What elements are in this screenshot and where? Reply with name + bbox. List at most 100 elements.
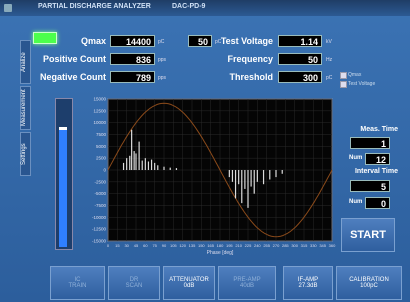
readout-unit: pps: [158, 57, 166, 63]
x-tick-label: 105: [170, 243, 177, 248]
num-label: Num: [349, 199, 362, 205]
side-tab[interactable]: Settings: [20, 132, 31, 176]
checkbox[interactable]: [340, 81, 347, 88]
x-tick-label: 60: [143, 243, 148, 248]
pd-pulse: [123, 163, 124, 170]
x-tick-label: 285: [282, 243, 289, 248]
pd-pulse: [151, 160, 152, 170]
button-sub: 40dB: [219, 283, 275, 289]
y-tick-label: -5000: [94, 191, 106, 196]
readout-label: Frequency: [227, 54, 273, 64]
x-tick-label: 180: [217, 243, 224, 248]
y-tick-label: 15000: [93, 97, 106, 102]
pd-pulse: [129, 156, 130, 170]
x-tick-label: 165: [207, 243, 214, 248]
window-title: PARTIAL DISCHARGE ANALYZER: [38, 3, 151, 10]
num-label: Num: [349, 155, 362, 161]
button-sub: 100pC: [337, 283, 401, 289]
start-button[interactable]: START: [341, 218, 395, 252]
gauge-marker: [59, 127, 67, 130]
button-sub: TRAIN: [51, 283, 104, 289]
pd-pulse: [148, 161, 149, 170]
readout-unit: Hz: [326, 57, 332, 63]
pd-pulse: [131, 130, 132, 170]
readout-label: Positive Count: [43, 54, 106, 64]
x-tick-label: 135: [189, 243, 196, 248]
x-tick-label: 15: [115, 243, 120, 248]
pd-pulse: [142, 161, 143, 170]
x-tick-label: 90: [162, 243, 167, 248]
x-tick-label: 330: [310, 243, 317, 248]
x-tick-label: 0: [107, 243, 110, 248]
readout-label: Qmax: [81, 36, 106, 46]
pd-pulse: [135, 153, 136, 170]
readout-unit: kV: [326, 39, 332, 45]
readout-label: Negative Count: [40, 72, 106, 82]
readout-value: 836: [110, 53, 155, 65]
y-tick-label: 0: [103, 168, 106, 173]
y-tick-label: 5000: [96, 144, 107, 149]
pd-pulse: [254, 170, 255, 194]
meas-time-label: Meas. Time: [360, 126, 398, 133]
gauge-fill: [59, 129, 67, 247]
side-tab[interactable]: Measurement: [20, 86, 31, 130]
meas-num-value: 12: [365, 153, 390, 165]
pd-pulse: [251, 170, 252, 187]
readout-value: 14400: [110, 35, 155, 47]
x-tick-label: 120: [179, 243, 186, 248]
side-tab[interactable]: Analize: [20, 40, 31, 84]
x-tick-label: 195: [226, 243, 233, 248]
y-tick-label: -7500: [94, 203, 106, 208]
pd-pulse: [134, 151, 135, 170]
x-tick-label: 30: [124, 243, 129, 248]
checkbox[interactable]: [340, 72, 347, 79]
readout-value: 1.14: [278, 35, 322, 47]
y-tick-label: -2500: [94, 179, 106, 184]
pd-pulse: [157, 165, 158, 170]
readout-value: 789: [110, 71, 155, 83]
start-label: START: [342, 229, 394, 241]
y-tick-label: 10000: [93, 120, 106, 125]
readout-value: 50: [188, 35, 212, 47]
pd-pulse: [282, 170, 283, 174]
checkbox-label: Qmax: [348, 72, 361, 78]
pd-pulse: [139, 142, 140, 170]
readout-unit: pC: [326, 75, 332, 81]
x-tick-label: 45: [134, 243, 139, 248]
pd-pulse: [154, 163, 155, 170]
pd-pulse: [170, 168, 171, 170]
interval-num-value: 0: [365, 197, 390, 209]
pd-pulse: [269, 170, 270, 179]
y-tick-label: 7500: [96, 132, 107, 137]
readout-value: 50: [278, 53, 322, 65]
level-gauge: [55, 98, 73, 250]
x-axis-title: Phase [deg]: [207, 250, 234, 256]
x-tick-label: 240: [254, 243, 261, 248]
x-tick-label: 270: [273, 243, 280, 248]
title-bar: PARTIAL DISCHARGE ANALYZER DAC-PD-9: [0, 0, 410, 16]
x-tick-label: 225: [245, 243, 252, 248]
interval-label: Interval Time: [355, 168, 398, 175]
y-tick-label: -12500: [92, 227, 107, 232]
pd-pulse: [263, 170, 264, 184]
button-sub: 0dB: [164, 283, 214, 289]
x-tick-label: 315: [301, 243, 308, 248]
x-tick-label: 345: [319, 243, 326, 248]
checkbox-label: Test Voltage: [348, 81, 375, 87]
pd-pulse: [257, 170, 258, 182]
analyzer-window: PARTIAL DISCHARGE ANALYZER DAC-PD-9 -150…: [0, 0, 410, 302]
readout-label: Threshold: [229, 72, 273, 82]
x-tick-label: 255: [263, 243, 270, 248]
pd-pulse: [232, 170, 233, 182]
pd-pulse: [275, 170, 276, 177]
pd-pulse: [235, 170, 236, 198]
pd-pulse: [163, 167, 164, 170]
readout-unit: pps: [158, 75, 166, 81]
pd-pulse: [145, 158, 146, 170]
